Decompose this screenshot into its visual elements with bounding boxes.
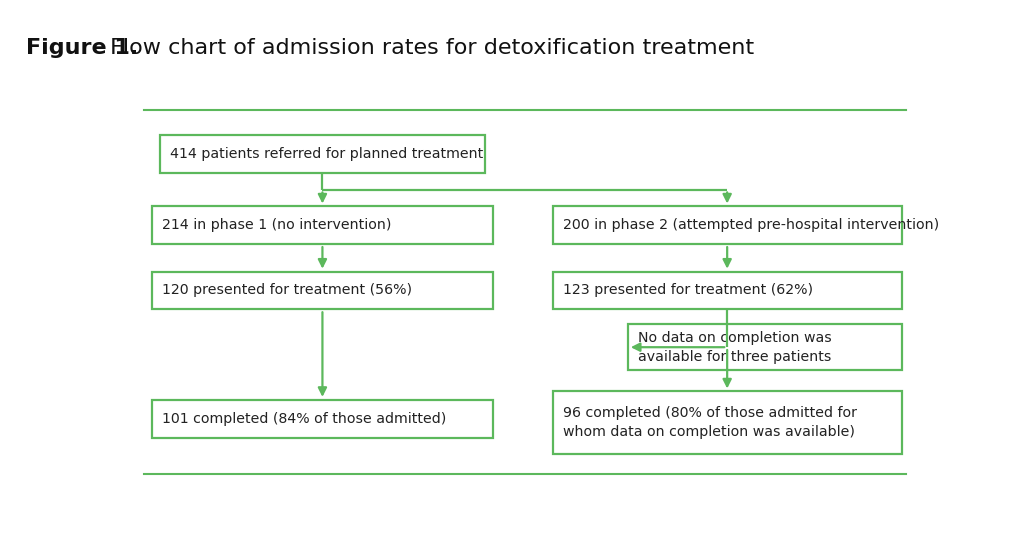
FancyBboxPatch shape	[152, 400, 494, 437]
Text: Flow chart of admission rates for detoxification treatment: Flow chart of admission rates for detoxi…	[103, 38, 755, 58]
Text: Figure 1.: Figure 1.	[26, 38, 138, 58]
FancyBboxPatch shape	[152, 271, 494, 310]
Text: 101 completed (84% of those admitted): 101 completed (84% of those admitted)	[162, 412, 446, 426]
FancyBboxPatch shape	[553, 391, 902, 454]
Text: 214 in phase 1 (no intervention): 214 in phase 1 (no intervention)	[162, 218, 391, 232]
FancyBboxPatch shape	[628, 324, 902, 370]
FancyBboxPatch shape	[160, 135, 485, 173]
FancyBboxPatch shape	[553, 206, 902, 244]
FancyBboxPatch shape	[152, 206, 494, 244]
Text: No data on completion was
available for three patients: No data on completion was available for …	[638, 331, 833, 364]
Text: 200 in phase 2 (attempted pre-hospital intervention): 200 in phase 2 (attempted pre-hospital i…	[563, 218, 939, 232]
Text: 96 completed (80% of those admitted for
whom data on completion was available): 96 completed (80% of those admitted for …	[563, 406, 857, 440]
FancyBboxPatch shape	[553, 271, 902, 310]
Text: 120 presented for treatment (56%): 120 presented for treatment (56%)	[162, 283, 412, 298]
Text: 123 presented for treatment (62%): 123 presented for treatment (62%)	[563, 283, 813, 298]
Text: 414 patients referred for planned treatment: 414 patients referred for planned treatm…	[170, 147, 483, 161]
